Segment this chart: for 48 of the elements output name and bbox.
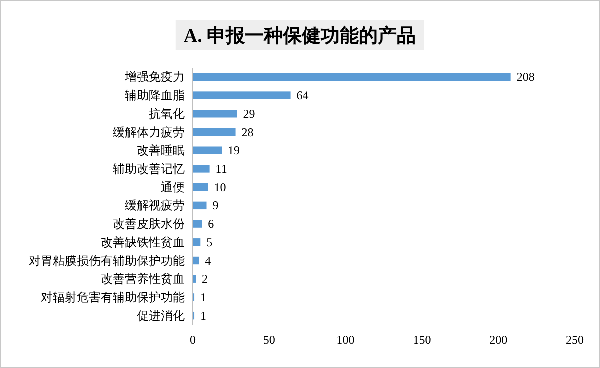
y-tick-label: 缓解视疲劳 (125, 198, 185, 213)
y-tick-label: 对辐射危害有辅助保护功能 (41, 290, 185, 304)
x-tick-label: 250 (566, 333, 584, 347)
bar (193, 128, 236, 136)
data-label: 29 (243, 106, 256, 121)
bar (193, 202, 207, 210)
y-tick-label: 辅助降血脂 (125, 88, 185, 103)
y-tick-label: 缓解体力疲劳 (113, 125, 185, 140)
x-tick-label: 100 (336, 333, 355, 347)
data-label: 6 (208, 217, 214, 232)
y-tick-label: 改善皮肤水份 (113, 217, 185, 232)
bar (193, 238, 201, 246)
x-tick-label: 0 (190, 333, 196, 347)
title: A. 申报一种保健功能的产品 (176, 20, 424, 50)
y-tick-label: 通便 (161, 180, 185, 194)
bar (193, 275, 196, 283)
data-label: 1 (200, 290, 207, 304)
y-tick-label: 改善营养性贫血 (101, 272, 185, 286)
bar (193, 256, 200, 265)
y-tick-label: 辅助改善记忆 (113, 162, 185, 176)
y-tick-label: 对胃粘膜损伤有辅助保护功能 (29, 254, 185, 268)
data-label: 208 (516, 70, 535, 84)
data-label: 9 (212, 198, 219, 213)
data-label: 5 (206, 235, 213, 250)
y-tick-label: 抗氧化 (149, 106, 185, 121)
data-label: 19 (228, 144, 240, 158)
y-tick-label: 促进消化 (137, 308, 185, 323)
data-label: 11 (216, 162, 228, 176)
data-label: 2 (202, 272, 208, 286)
bar (193, 73, 511, 82)
bar (193, 183, 208, 192)
data-label: 64 (296, 88, 309, 103)
bar (193, 146, 222, 154)
x-tick-label: 150 (413, 333, 432, 347)
bar (193, 110, 238, 118)
data-label: 4 (205, 254, 212, 268)
data-label: 1 (200, 308, 207, 323)
bar (193, 220, 202, 228)
bar (193, 92, 291, 100)
y-tick-label: 改善缺铁性贫血 (101, 235, 185, 250)
data-label: 10 (214, 180, 226, 194)
y-tick-label: 增强免疫力 (124, 70, 185, 84)
y-tick-label: 改善睡眠 (137, 144, 185, 158)
x-tick-label: 50 (263, 333, 276, 347)
x-tick-label: 200 (490, 333, 508, 347)
data-label: 28 (242, 125, 254, 140)
bar (193, 165, 210, 173)
chart-title: A. 申报一种保健功能的产品 (184, 25, 416, 47)
